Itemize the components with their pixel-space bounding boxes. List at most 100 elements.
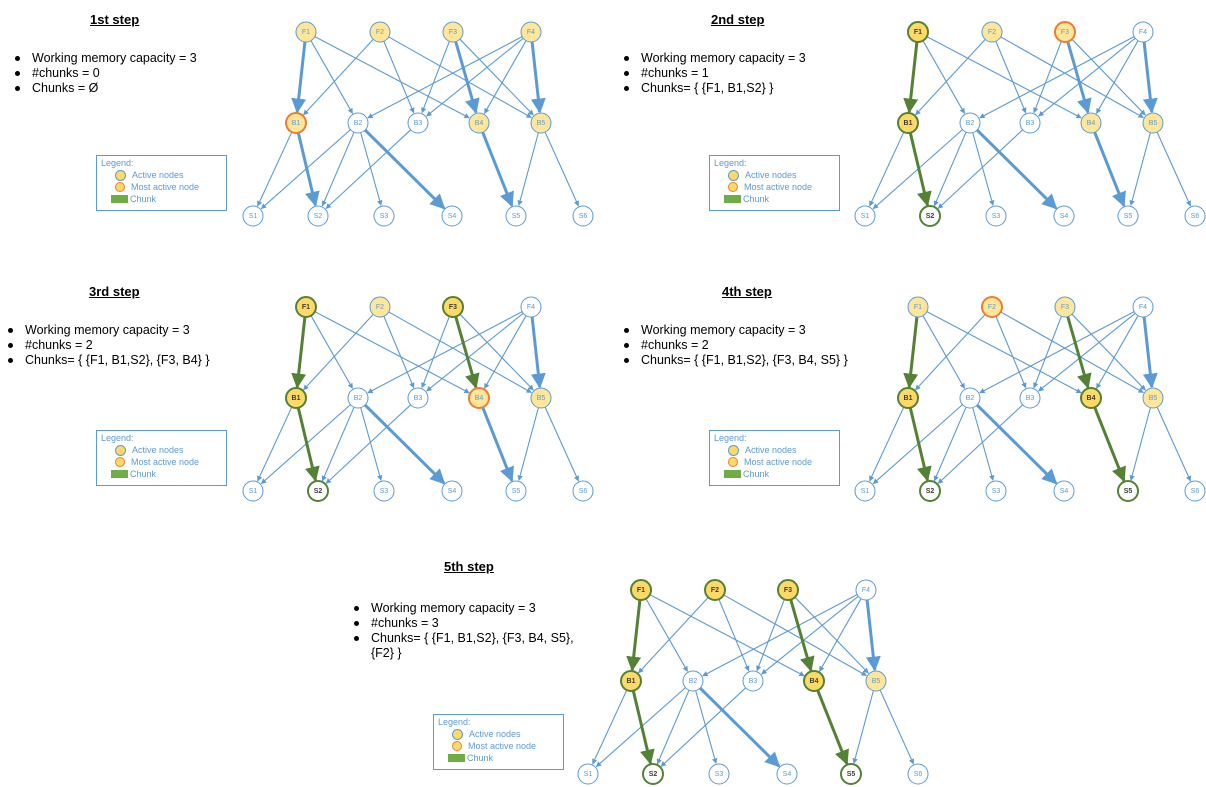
node-b2: B2 <box>682 670 704 692</box>
node-s6: S6 <box>572 205 594 227</box>
node-b2: B2 <box>959 112 981 134</box>
node-label: B2 <box>354 120 363 127</box>
edge-f4-b3 <box>1038 312 1136 392</box>
edge-f1-b1 <box>291 316 307 389</box>
node-graph: F1 F2 F3 F4 B1 B2 B3 B4 B5 S1 S2 S3 S4 S5 S6 <box>854 296 1206 502</box>
node-s5: S5 <box>840 763 862 785</box>
edge-f4-b3 <box>761 595 859 675</box>
edge-b5-s5 <box>852 690 874 764</box>
node-f1: F1 <box>295 21 317 43</box>
edge-f4-b2 <box>702 594 858 677</box>
node-label: F4 <box>862 587 870 594</box>
node-label: S5 <box>847 771 856 778</box>
edge-f4-b2 <box>367 36 523 119</box>
edge-f4-b5 <box>1142 316 1158 389</box>
node-b5: B5 <box>530 387 552 409</box>
node-s6: S6 <box>1184 480 1206 502</box>
node-s4: S4 <box>441 205 463 227</box>
node-b5: B5 <box>530 112 552 134</box>
edge-f2-b3 <box>718 599 750 672</box>
step-title: 4th step <box>722 284 772 299</box>
node-f3: F3 <box>1054 21 1076 43</box>
edge-b5-s6 <box>544 131 579 207</box>
legend-active-label: Active nodes <box>745 445 797 455</box>
node-label: F2 <box>711 587 719 594</box>
legend-most-active-label: Most active node <box>131 182 200 192</box>
node-label: B2 <box>966 120 975 127</box>
edge-b2-s2 <box>933 131 967 207</box>
node-label: B4 <box>475 120 484 127</box>
bullet-capacity: Working memory capacity = 3 <box>10 51 260 66</box>
edge-f4-b4 <box>483 40 527 114</box>
bullet-chunk-count: #chunks = 0 <box>10 66 260 81</box>
node-s5: S5 <box>1117 480 1139 502</box>
node-label: S4 <box>783 771 792 778</box>
node-b5: B5 <box>865 670 887 692</box>
edge-f1-b2 <box>310 40 354 114</box>
step-bullets: Working memory capacity = 3 #chunks = 2 … <box>3 323 263 368</box>
edge-b2-s3 <box>360 132 383 206</box>
node-label: B2 <box>689 678 698 685</box>
edge-b2-s4 <box>699 686 781 768</box>
node-graph: F1 F2 F3 F4 B1 B2 B3 B4 B5 S1 S2 S3 S4 S5 S6 <box>854 21 1206 227</box>
legend: Legend: Active nodes Most active node Ch… <box>96 430 227 486</box>
bullet-chunks: Chunks = Ø <box>10 81 260 96</box>
node-label: B2 <box>354 395 363 402</box>
node-f4: F4 <box>855 579 877 601</box>
node-s3: S3 <box>985 480 1007 502</box>
node-s4: S4 <box>776 763 798 785</box>
edge-f4-b3 <box>426 312 524 392</box>
node-label: S2 <box>926 488 935 495</box>
edge-b5-s5 <box>1129 132 1151 206</box>
edge-b3-s2 <box>325 404 412 484</box>
node-s2: S2 <box>642 763 664 785</box>
edge-f3-b5 <box>459 313 534 391</box>
legend-most-active-label: Most active node <box>744 182 813 192</box>
edge-b1-s2 <box>296 407 320 482</box>
legend-chunk-label: Chunk <box>467 753 494 763</box>
edge-b2-s2 <box>321 131 355 207</box>
active-node-swatch <box>728 169 739 181</box>
node-label: F1 <box>302 304 310 311</box>
node-label: S4 <box>448 488 457 495</box>
edge-f3-b4 <box>789 599 815 672</box>
step-title: 1st step <box>90 12 140 27</box>
node-label: S6 <box>1191 213 1200 220</box>
node-f4: F4 <box>520 21 542 43</box>
edge-f3-b4 <box>1066 316 1092 389</box>
bullet-chunk-count: #chunks = 3 <box>349 616 581 631</box>
edge-f4-b5 <box>530 316 546 389</box>
edge-b5-s6 <box>544 406 579 482</box>
node-label: S2 <box>314 488 323 495</box>
node-s5: S5 <box>505 205 527 227</box>
node-label: B5 <box>537 120 546 127</box>
legend-most-active-label: Most active node <box>468 741 537 751</box>
chunk-swatch <box>448 754 465 762</box>
active-node-swatch <box>728 444 739 456</box>
node-s3: S3 <box>708 763 730 785</box>
active-node-swatch <box>452 728 463 740</box>
edge-f2-b3 <box>383 41 415 114</box>
node-label: S1 <box>249 213 258 220</box>
node-label: S5 <box>512 213 521 220</box>
node-label: F2 <box>376 29 384 36</box>
node-b1: B1 <box>620 670 642 692</box>
node-label: B3 <box>414 395 423 402</box>
step-title: 5th step <box>444 559 494 574</box>
legend-active-label: Active nodes <box>132 170 184 180</box>
node-label: S6 <box>579 488 588 495</box>
node-label: S1 <box>249 488 258 495</box>
node-s5: S5 <box>505 480 527 502</box>
edge-b3-s2 <box>325 129 412 209</box>
bullet-chunk-count: #chunks = 2 <box>3 338 263 353</box>
node-s1: S1 <box>854 480 876 502</box>
legend-chunk-label: Chunk <box>743 194 770 204</box>
edge-f3-b3 <box>421 41 450 114</box>
node-label: B4 <box>1087 120 1096 127</box>
node-label: S2 <box>926 213 935 220</box>
node-label: S6 <box>914 771 923 778</box>
legend-title: Legend: <box>101 158 134 168</box>
node-s4: S4 <box>441 480 463 502</box>
node-f3: F3 <box>442 21 464 43</box>
edge-f1-b2 <box>922 40 966 114</box>
